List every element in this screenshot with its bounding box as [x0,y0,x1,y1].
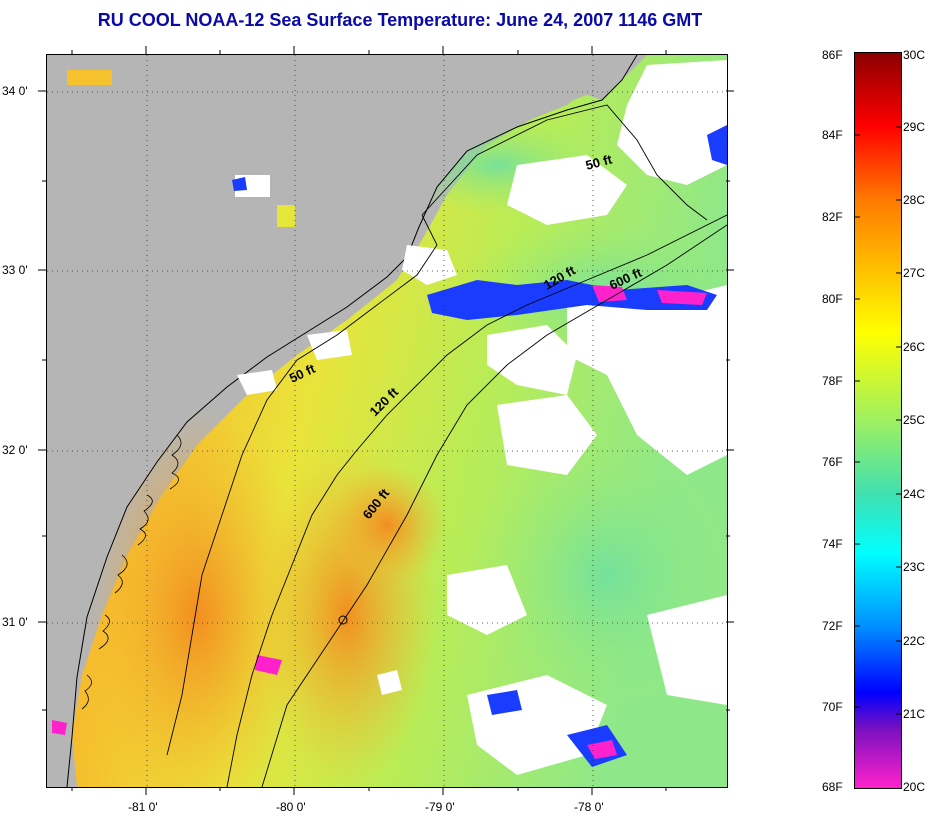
cb-c-22: 22C [903,634,926,648]
isobath-120ft [226,214,727,787]
inland-lake-1 [67,70,112,85]
cb-c-29: 29C [903,120,926,134]
cloud-cover [237,60,727,775]
isobath-600ft [261,224,727,787]
cb-c-21: 21C [903,707,926,721]
land-mass [47,55,607,787]
cb-f-76: 76F [822,455,843,469]
coastline [66,55,638,787]
cb-c-25: 25C [903,413,926,427]
lat-label-33: 33 0' [2,263,28,277]
inland-lake-3 [277,205,295,227]
buoy-marker [338,615,348,625]
lon-label-80: -80 0' [276,800,306,814]
sst-map: 50 ft 120 ft 600 ft 50 ft 120 ft 600 ft [46,54,728,788]
isobath-50ft [166,104,708,756]
lon-label-78: -78 0' [574,800,604,814]
map-title: RU COOL NOAA-12 Sea Surface Temperature:… [97,10,703,30]
cb-f-68: 68F [822,780,843,794]
cb-f-70: 70F [822,700,843,714]
cb-f-80: 80F [822,292,843,306]
cb-f-86: 86F [822,48,843,62]
cb-c-28: 28C [903,193,926,207]
cb-c-30: 30C [903,48,926,62]
lat-label-34: 34 0' [2,84,28,98]
coastline-marsh [81,434,182,710]
cb-c-23: 23C [903,560,926,574]
warm-water-eddy [327,465,447,585]
contour-label-50ft-north: 50 ft [584,151,614,173]
lon-label-79: -79 0' [425,800,455,814]
warm-water-band [87,405,307,787]
cb-f-84: 84F [822,128,843,142]
land-north-patch [587,55,637,100]
cold-upwelling [52,125,727,767]
lat-label-32: 32 0' [2,443,28,457]
lat-label-31: 31 0' [2,615,28,629]
cb-c-20: 20C [903,780,926,794]
cb-c-26: 26C [903,340,926,354]
temperature-colorbar [854,52,902,789]
cb-f-72: 72F [822,619,843,633]
colorbar-gradient [855,53,901,788]
cb-c-24: 24C [903,487,926,501]
cb-f-74: 74F [822,537,843,551]
cb-f-78: 78F [822,374,843,388]
cb-f-82: 82F [822,210,843,224]
sst-map-canvas: 50 ft 120 ft 600 ft 50 ft 120 ft 600 ft [47,55,727,787]
cb-c-27: 27C [903,266,926,280]
graticule [47,55,727,787]
lon-label-81: -81 0' [128,800,158,814]
